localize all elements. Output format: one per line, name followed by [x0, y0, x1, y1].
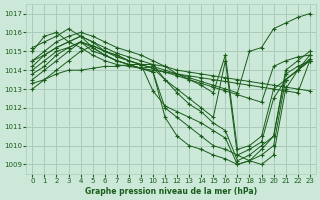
X-axis label: Graphe pression niveau de la mer (hPa): Graphe pression niveau de la mer (hPa) — [85, 187, 257, 196]
